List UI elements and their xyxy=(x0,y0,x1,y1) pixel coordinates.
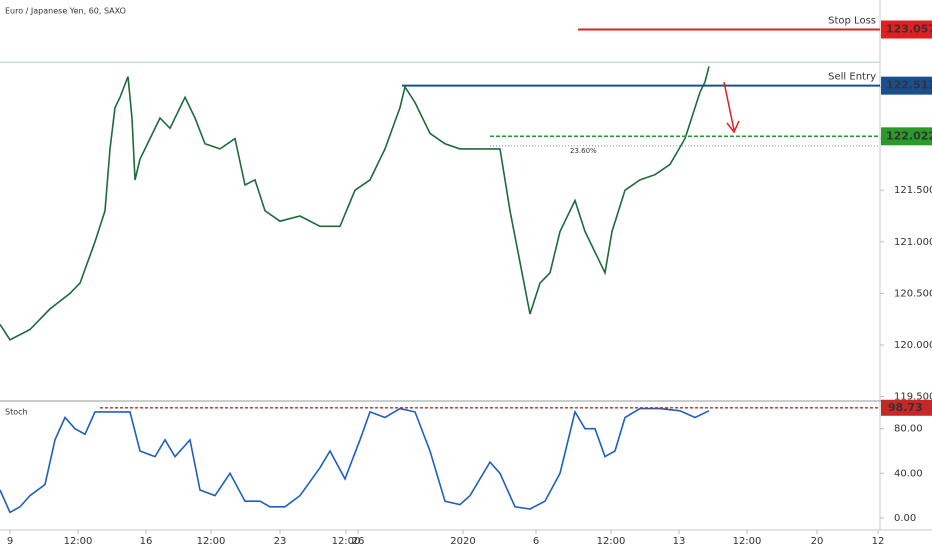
stoch-title: Stoch xyxy=(5,408,28,417)
price-tag xyxy=(881,127,932,146)
x-tick-label: 13 xyxy=(673,536,686,547)
y-tick-label: 0.00 xyxy=(894,513,916,524)
arrow-head xyxy=(726,120,740,134)
y-tick-label: 119.500 xyxy=(894,392,932,403)
price-tag-label: 122.513 xyxy=(886,79,932,92)
x-tick-label: 12 xyxy=(872,536,885,547)
x-tick-label: 16 xyxy=(140,536,153,547)
x-tick-label: 23 xyxy=(274,536,287,547)
price-tag xyxy=(881,76,932,95)
y-tick-label: 80.00 xyxy=(894,424,923,435)
stoch-line xyxy=(0,407,710,514)
x-tick-label: 12:00 xyxy=(597,536,626,547)
price-tag-label: 122.022 xyxy=(886,129,932,142)
x-tick-label: 12:00 xyxy=(64,536,93,547)
y-tick-label: 120.000 xyxy=(894,340,932,351)
stoch-tag-label: 98.73 xyxy=(888,401,923,414)
arrow xyxy=(723,81,740,134)
level-name: Stop Loss xyxy=(828,16,876,27)
x-tick-label: 9 xyxy=(7,536,13,547)
x-tick-label: 2020 xyxy=(450,536,475,547)
y-tick-label: 120.500 xyxy=(894,288,932,299)
x-tick-label: 20 xyxy=(811,536,824,547)
x-tick-label: 12:00 xyxy=(733,536,762,547)
fib-label: 23.60% xyxy=(570,147,597,155)
stoch-tag xyxy=(881,399,932,416)
y-tick-label: 121.500 xyxy=(894,185,932,196)
price-tag xyxy=(881,20,932,39)
arrow-shaft xyxy=(723,81,735,131)
x-tick-label: 6 xyxy=(533,536,539,547)
level-name: Sell Entry xyxy=(828,72,876,83)
y-tick-label: 40.00 xyxy=(894,468,923,479)
x-tick-label: 26 xyxy=(352,536,365,547)
chart-title: Euro / Japanese Yen, 60, SAXO xyxy=(5,7,126,16)
x-tick-label: 12:00 xyxy=(332,536,361,547)
x-tick-label: 12:00 xyxy=(197,536,226,547)
y-tick-label: 121.000 xyxy=(894,237,932,248)
price-line xyxy=(0,66,710,341)
price-tag-label: 123.057 xyxy=(886,23,932,36)
